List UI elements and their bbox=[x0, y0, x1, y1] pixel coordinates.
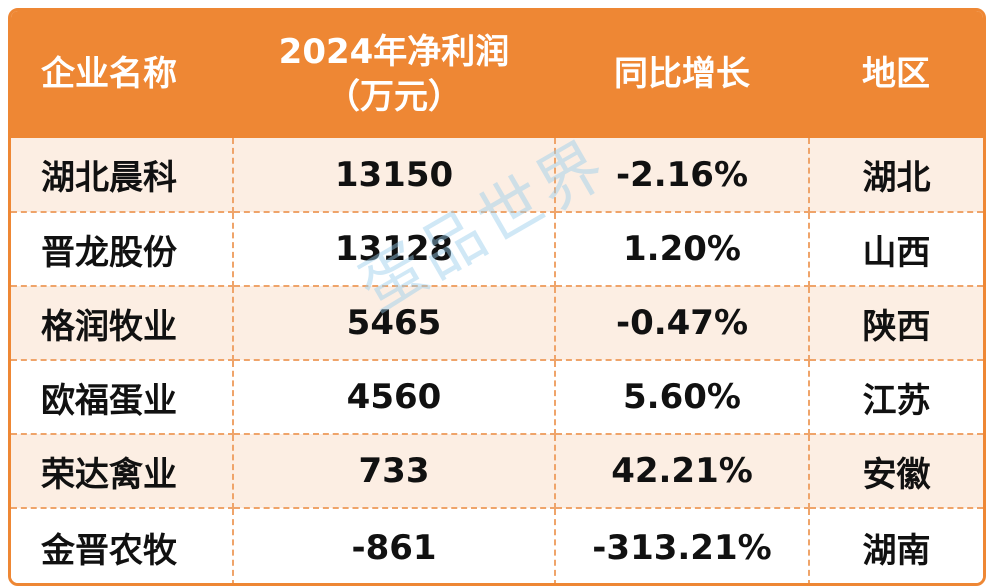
company-cell: 格润牧业 bbox=[11, 286, 234, 361]
table-row: 荣达禽业 733 42.21% 安徽 bbox=[11, 434, 983, 509]
header-profit-title: 2024年净利润 bbox=[278, 32, 510, 73]
region-cell: 安徽 bbox=[809, 434, 983, 509]
data-table-frame: 企业名称 2024年净利润 （万元） 同比增长 地区 湖北晨科 13150 -2… bbox=[8, 8, 986, 586]
table-row: 晋龙股份 13128 1.20% 山西 bbox=[11, 212, 983, 287]
region-cell: 山西 bbox=[809, 212, 983, 287]
table-body: 湖北晨科 13150 -2.16% 湖北 晋龙股份 13128 1.20% 山西… bbox=[11, 138, 983, 583]
profit-cell: 4560 bbox=[233, 360, 556, 435]
profit-cell: 733 bbox=[233, 434, 556, 509]
profit-cell: 13150 bbox=[233, 138, 556, 213]
table-row: 湖北晨科 13150 -2.16% 湖北 bbox=[11, 138, 983, 213]
table-row: 欧福蛋业 4560 5.60% 江苏 bbox=[11, 360, 983, 435]
header-region: 地区 bbox=[809, 11, 983, 138]
growth-cell: -313.21% bbox=[555, 508, 810, 583]
growth-cell: -0.47% bbox=[555, 286, 810, 361]
company-cell: 湖北晨科 bbox=[11, 138, 234, 213]
profit-table: 企业名称 2024年净利润 （万元） 同比增长 地区 湖北晨科 13150 -2… bbox=[11, 11, 983, 583]
region-cell: 陕西 bbox=[809, 286, 983, 361]
company-cell: 晋龙股份 bbox=[11, 212, 234, 287]
growth-cell: 1.20% bbox=[555, 212, 810, 287]
header-profit: 2024年净利润 （万元） bbox=[233, 11, 555, 138]
growth-cell: 5.60% bbox=[555, 360, 810, 435]
company-cell: 金晋农牧 bbox=[11, 508, 234, 583]
header-row: 企业名称 2024年净利润 （万元） 同比增长 地区 bbox=[11, 11, 983, 138]
header-company: 企业名称 bbox=[11, 11, 233, 138]
profit-cell: 5465 bbox=[233, 286, 556, 361]
table-row: 金晋农牧 -861 -313.21% 湖南 bbox=[11, 508, 983, 583]
table-header: 企业名称 2024年净利润 （万元） 同比增长 地区 bbox=[11, 11, 983, 138]
region-cell: 湖南 bbox=[809, 508, 983, 583]
profit-cell: 13128 bbox=[233, 212, 556, 287]
table-row: 格润牧业 5465 -0.47% 陕西 bbox=[11, 286, 983, 361]
profit-cell: -861 bbox=[233, 508, 556, 583]
company-cell: 欧福蛋业 bbox=[11, 360, 234, 435]
growth-cell: 42.21% bbox=[555, 434, 810, 509]
region-cell: 湖北 bbox=[809, 138, 983, 213]
header-growth: 同比增长 bbox=[555, 11, 809, 138]
region-cell: 江苏 bbox=[809, 360, 983, 435]
growth-cell: -2.16% bbox=[555, 138, 810, 213]
company-cell: 荣达禽业 bbox=[11, 434, 234, 509]
header-profit-unit: （万元） bbox=[326, 76, 462, 117]
